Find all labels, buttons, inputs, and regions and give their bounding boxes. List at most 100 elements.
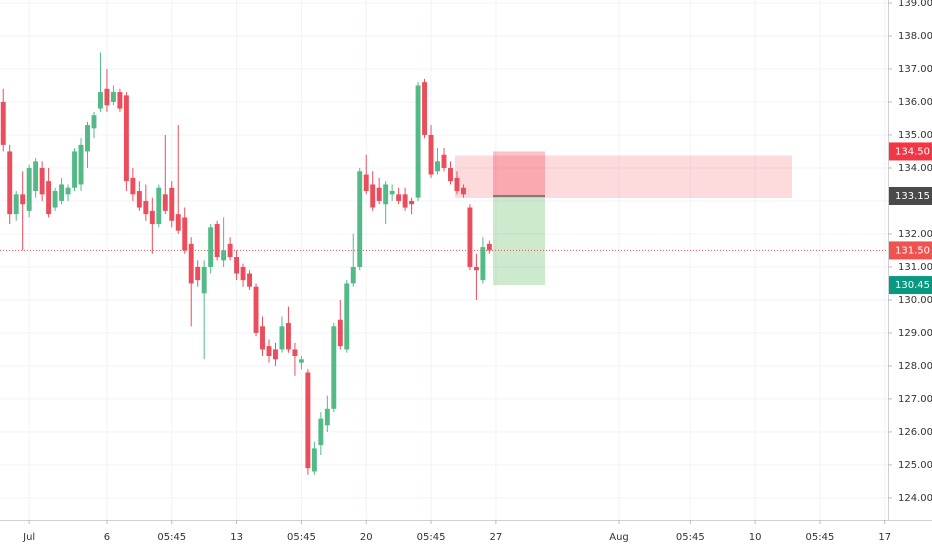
candle-body: [324, 408, 330, 426]
y-tick-label: 137.00: [898, 64, 932, 75]
y-tick-label: 124.00: [898, 493, 932, 504]
candle-body: [149, 210, 155, 225]
y-tick-label: 128.00: [898, 361, 932, 372]
candle-body: [39, 167, 45, 195]
candle-body: [208, 227, 214, 267]
candle-body: [143, 200, 149, 215]
candle-body: [20, 194, 26, 205]
x-tick-label: 05:45: [676, 532, 705, 543]
x-tick-label: 05:45: [287, 532, 316, 543]
candle-body: [448, 167, 453, 182]
candle-body: [331, 326, 337, 409]
candle-body: [279, 326, 285, 350]
candle-body: [214, 224, 220, 258]
candle-body: [123, 95, 129, 182]
y-tick-label: 136.00: [898, 97, 932, 108]
candle-body: [240, 266, 246, 281]
candle-body: [72, 151, 78, 188]
candle-body: [104, 88, 110, 106]
candle-body: [98, 92, 103, 109]
x-tick-label: 05:45: [806, 532, 835, 543]
stop-zone-extended: [455, 155, 792, 198]
candle-body: [169, 187, 175, 221]
candle-body: [188, 243, 194, 284]
price-label-bg: [889, 276, 932, 295]
candle-body: [428, 134, 434, 175]
candle-body: [363, 174, 369, 192]
candle-body: [65, 187, 71, 195]
candle-body: [33, 161, 39, 192]
y-tick-label: 125.00: [898, 460, 932, 471]
x-tick-label: 05:45: [157, 532, 186, 543]
candle-body: [480, 247, 486, 281]
y-tick-label: 139.00: [898, 0, 932, 9]
grid: [0, 0, 888, 520]
candle-body: [389, 191, 395, 195]
candle-body: [162, 194, 168, 211]
candle-body: [234, 257, 240, 274]
stop-zone: [493, 151, 545, 196]
y-tick-label: 138.00: [898, 31, 932, 42]
x-tick-label: 05:45: [417, 532, 446, 543]
price-label: 134.50: [895, 146, 930, 157]
candle-body: [273, 349, 278, 360]
candle-body: [396, 194, 402, 201]
candle-body: [0, 101, 6, 145]
candle-body: [473, 266, 479, 271]
candle-body: [46, 181, 52, 215]
candle-body: [91, 115, 97, 129]
candle-body: [305, 372, 311, 469]
price-label-bg: [889, 241, 932, 260]
candle-body: [318, 418, 324, 446]
candle-body: [460, 187, 466, 195]
x-tick-label: 27: [489, 532, 502, 543]
candle-body: [227, 243, 233, 258]
candle-body: [415, 85, 421, 198]
candle-body: [7, 151, 13, 215]
y-tick-label: 126.00: [898, 427, 932, 438]
candle-body: [292, 349, 298, 357]
candle-body: [110, 92, 116, 102]
x-tick-label: 17: [878, 532, 891, 543]
candle-body: [486, 243, 492, 251]
candle-body: [221, 250, 227, 261]
candle-body: [201, 266, 207, 294]
candle-body: [422, 82, 428, 135]
candle-body: [376, 187, 382, 201]
candle-body: [441, 154, 447, 168]
y-tick-label: 131.00: [898, 262, 932, 273]
x-tick-label: 20: [360, 532, 373, 543]
candle-body: [156, 187, 162, 225]
candle-body: [266, 346, 272, 357]
candle-body: [247, 273, 253, 287]
price-label-bg: [889, 186, 932, 205]
candle-body: [402, 194, 408, 208]
target-zone: [493, 195, 545, 286]
candle-body: [85, 125, 90, 152]
candle-body: [370, 184, 376, 208]
candle-body: [182, 217, 188, 251]
candle-body: [344, 283, 350, 350]
x-tick-label: 6: [104, 532, 110, 543]
candle-body: [298, 359, 304, 363]
y-tick-label: 130.00: [898, 295, 932, 306]
candle-body: [117, 92, 123, 109]
candle-body: [311, 448, 317, 472]
candle-body: [136, 191, 142, 208]
candle-body: [350, 266, 356, 284]
price-label: 130.45: [895, 280, 930, 291]
x-tick-label: 10: [749, 532, 762, 543]
x-tick-label: Aug: [609, 532, 629, 543]
y-tick-label: 129.00: [898, 328, 932, 339]
x-tick-label: 13: [230, 532, 243, 543]
y-tick-label: 132.00: [898, 229, 932, 240]
x-tick-label: Jul: [22, 532, 35, 543]
candle-body: [52, 191, 58, 208]
price-label: 133.15: [895, 191, 930, 202]
candle-body: [26, 167, 32, 211]
candle-body: [285, 323, 291, 350]
candle-body: [409, 200, 415, 205]
candle-body: [13, 194, 19, 215]
y-tick-label: 134.00: [898, 163, 932, 174]
